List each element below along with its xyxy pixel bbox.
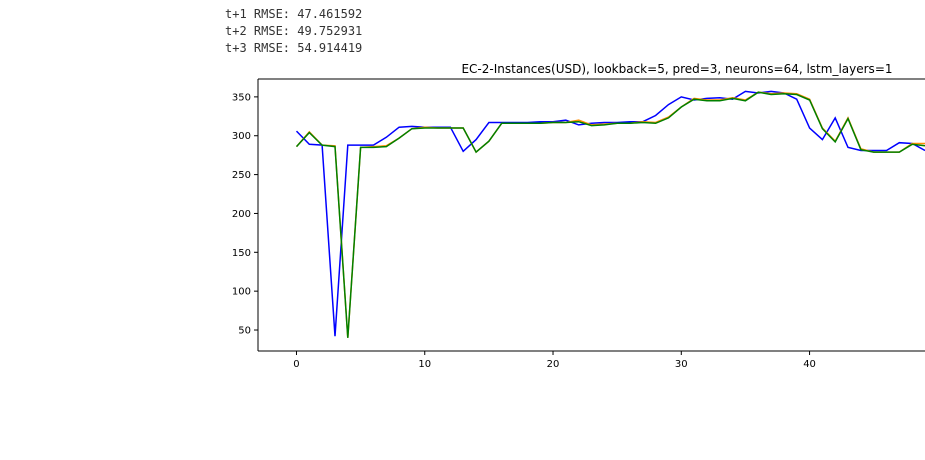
axis-ticks: 0 10 20 30 40 50 100 150 200 250 300 350 xyxy=(232,92,816,370)
y-tick-label: 100 xyxy=(232,287,251,298)
x-tick-label: 20 xyxy=(547,359,560,370)
series-line-2 xyxy=(295,91,925,338)
y-tick-label: 300 xyxy=(232,131,251,142)
x-tick-label: 0 xyxy=(293,359,299,370)
series-line-1 xyxy=(295,90,925,337)
x-tick-label: 10 xyxy=(418,359,431,370)
y-tick-label: 150 xyxy=(232,248,251,259)
x-tick-label: 40 xyxy=(803,359,816,370)
rmse-t2: t+2 RMSE: 49.752931 xyxy=(225,24,363,38)
y-tick-label: 200 xyxy=(232,209,251,220)
x-tick-label: 30 xyxy=(675,359,688,370)
rmse-t1: t+1 RMSE: 47.461592 xyxy=(225,7,363,21)
y-tick-label: 250 xyxy=(232,170,251,181)
y-tick-label: 350 xyxy=(232,92,251,103)
series-line-3 xyxy=(295,91,925,338)
series-lines xyxy=(295,90,925,338)
rmse-t3: t+3 RMSE: 54.914419 xyxy=(225,41,363,55)
chart-title: EC-2-Instances(USD), lookback=5, pred=3,… xyxy=(461,62,892,76)
y-tick-label: 50 xyxy=(238,326,251,337)
